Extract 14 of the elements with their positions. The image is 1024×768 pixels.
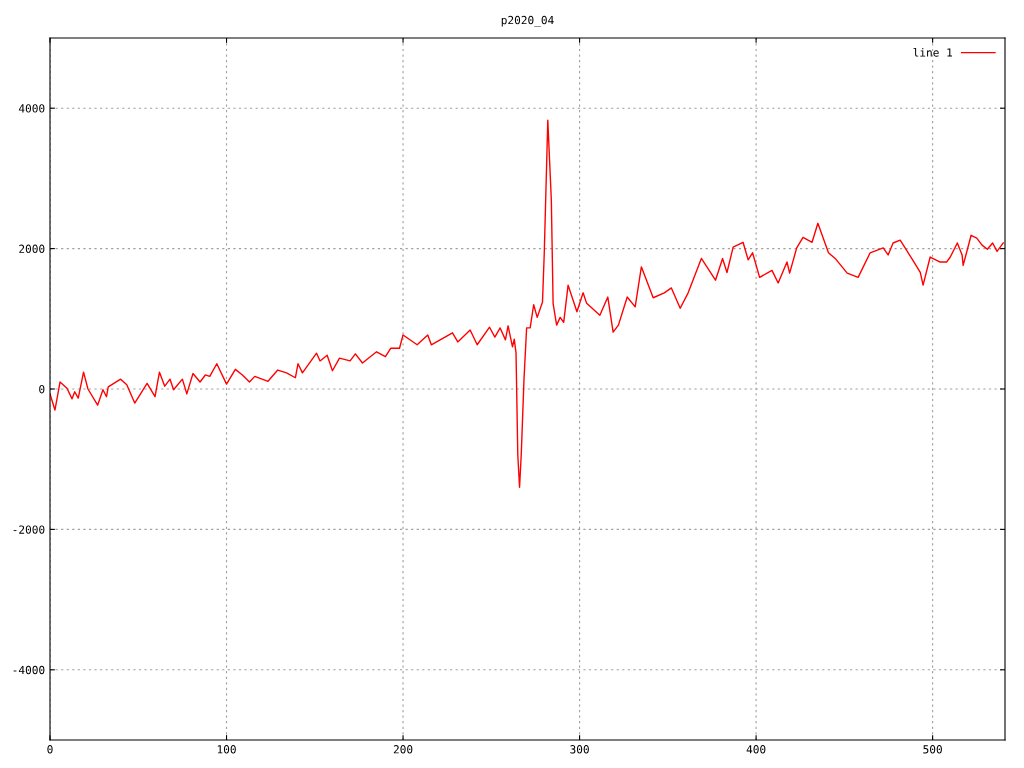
y-tick-label: 2000 [19,244,45,254]
y-tick-label: 4000 [18,104,45,113]
x-tick-label: 300 [570,745,589,754]
x-tick-label: 100 [217,745,236,754]
line-series [50,119,1004,488]
y-tick-label: -4000 [13,665,45,675]
x-tick-label: 200 [393,745,413,754]
legend-label: line 1 [913,48,953,57]
x-tick-label: 500 [923,745,942,754]
x-tick-label: 400 [746,745,766,754]
chart-title: p2020_04 [501,15,554,27]
y-tick-label: 0 [39,385,45,394]
x-tick-label: 0 [47,745,53,754]
y-tick-label: -2000 [13,525,45,534]
